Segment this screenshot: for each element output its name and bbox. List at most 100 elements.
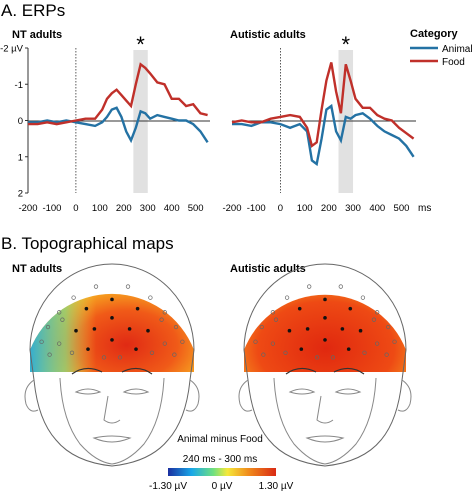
electrode-marker bbox=[57, 310, 62, 315]
electrode-marker bbox=[283, 350, 288, 355]
electrode-marker bbox=[348, 306, 353, 311]
electrode-marker bbox=[323, 338, 327, 342]
electrode-marker bbox=[358, 328, 363, 333]
erp-panel-title: NT adults bbox=[12, 29, 62, 41]
electrode-marker bbox=[172, 352, 177, 357]
electrode-marker bbox=[374, 341, 380, 346]
electrode-marker bbox=[45, 324, 51, 330]
electrode-marker bbox=[110, 297, 114, 302]
x-unit-label: ms bbox=[418, 203, 431, 214]
electrode-marker bbox=[84, 306, 89, 311]
eye-right bbox=[122, 388, 150, 395]
electrode-marker bbox=[92, 327, 97, 331]
electrode-marker bbox=[149, 350, 155, 355]
ear-left bbox=[238, 379, 253, 412]
x-tick-label: 400 bbox=[369, 203, 385, 214]
x-tick-label: -100 bbox=[247, 203, 266, 214]
series-line-food bbox=[28, 62, 208, 126]
electrode-marker bbox=[148, 295, 153, 300]
electrode-marker bbox=[71, 295, 76, 300]
electrode-marker bbox=[346, 347, 351, 351]
colorbar-mid-label: 0 µV bbox=[212, 481, 233, 492]
electrode-marker bbox=[305, 327, 310, 331]
brow-left bbox=[71, 367, 103, 375]
nose bbox=[316, 395, 334, 424]
ear-left bbox=[24, 379, 39, 412]
ear-right bbox=[397, 379, 412, 412]
electrode-marker bbox=[323, 297, 327, 302]
electrode-marker bbox=[127, 327, 132, 331]
x-tick-label: 300 bbox=[140, 203, 156, 214]
face-outline bbox=[59, 377, 165, 465]
electrode-marker bbox=[162, 310, 167, 315]
electrode-marker bbox=[299, 347, 304, 351]
electrode-marker bbox=[270, 341, 276, 346]
electrode-marker bbox=[362, 350, 367, 355]
eye-left bbox=[74, 388, 102, 395]
electrode-marker bbox=[57, 341, 62, 346]
electrode-marker bbox=[47, 352, 52, 357]
electrode-marker bbox=[253, 339, 258, 344]
topo-time-window: 240 ms - 300 ms bbox=[183, 454, 257, 465]
electrode-marker bbox=[338, 284, 343, 289]
electrode-marker bbox=[125, 284, 131, 289]
electrode-marker bbox=[117, 355, 123, 360]
erp-panel-title: Autistic adults bbox=[230, 29, 306, 41]
electrode-marker bbox=[74, 328, 78, 333]
electrode-marker bbox=[259, 324, 264, 330]
significance-marker: * bbox=[342, 32, 351, 57]
electrode-marker bbox=[135, 306, 140, 311]
topo-title-autistic: Autistic adults bbox=[230, 263, 306, 275]
x-tick-label: 0 bbox=[278, 203, 283, 214]
significance-marker: * bbox=[136, 32, 145, 57]
legend-title: Category bbox=[410, 28, 459, 40]
x-tick-label: -100 bbox=[42, 203, 61, 214]
topo-head-nt bbox=[24, 263, 200, 467]
series-line-animal bbox=[232, 103, 415, 167]
y-tick-label: 0 bbox=[18, 116, 23, 127]
electrode-marker bbox=[159, 317, 164, 322]
electrode-marker bbox=[384, 352, 389, 357]
electrode-marker bbox=[173, 324, 179, 330]
x-tick-label: -200 bbox=[18, 203, 37, 214]
mouth bbox=[92, 435, 132, 443]
legend-label-food: Food bbox=[442, 57, 465, 68]
eye-right bbox=[334, 388, 362, 395]
electrode-marker bbox=[386, 324, 391, 330]
nose bbox=[103, 395, 121, 424]
head-outline bbox=[29, 263, 195, 467]
legend-label-animal: Animal bbox=[442, 44, 473, 55]
electrode-marker bbox=[374, 310, 380, 315]
brow-left bbox=[285, 367, 317, 375]
electrode-marker bbox=[340, 327, 345, 331]
section-a-title: A. ERPs bbox=[1, 1, 65, 20]
x-tick-label: 400 bbox=[164, 203, 180, 214]
electrode-marker bbox=[261, 352, 266, 357]
electrode-marker bbox=[323, 316, 327, 320]
electrode-marker bbox=[287, 328, 292, 333]
x-tick-label: 500 bbox=[394, 203, 410, 214]
brow-right bbox=[333, 367, 365, 375]
electrode-marker bbox=[307, 284, 312, 289]
erp-panel-nt: NT adults * -2 µV -1 0 1 2 -200 -100 0 100 200 30… bbox=[0, 29, 210, 214]
x-tick-label: 100 bbox=[297, 203, 313, 214]
face-outline bbox=[273, 377, 377, 465]
y-tick-label: 1 bbox=[18, 152, 23, 163]
mouth bbox=[305, 435, 345, 443]
electrode-marker bbox=[110, 338, 114, 342]
electrode-marker bbox=[93, 284, 99, 289]
ear-right bbox=[185, 379, 200, 412]
colorbar-max-label: 1.30 µV bbox=[259, 481, 294, 492]
electrode-marker bbox=[273, 317, 279, 322]
electrode-marker bbox=[284, 295, 290, 300]
x-tick-label: 300 bbox=[345, 203, 361, 214]
electrode-marker bbox=[360, 295, 366, 300]
brow-right bbox=[121, 367, 153, 375]
electrode-marker bbox=[134, 347, 138, 351]
electrode-marker bbox=[270, 310, 276, 315]
electrode-marker bbox=[297, 306, 302, 311]
topo-caption: Animal minus Food bbox=[177, 434, 263, 445]
electrode-marker bbox=[392, 339, 397, 344]
electrode-marker bbox=[101, 355, 107, 360]
